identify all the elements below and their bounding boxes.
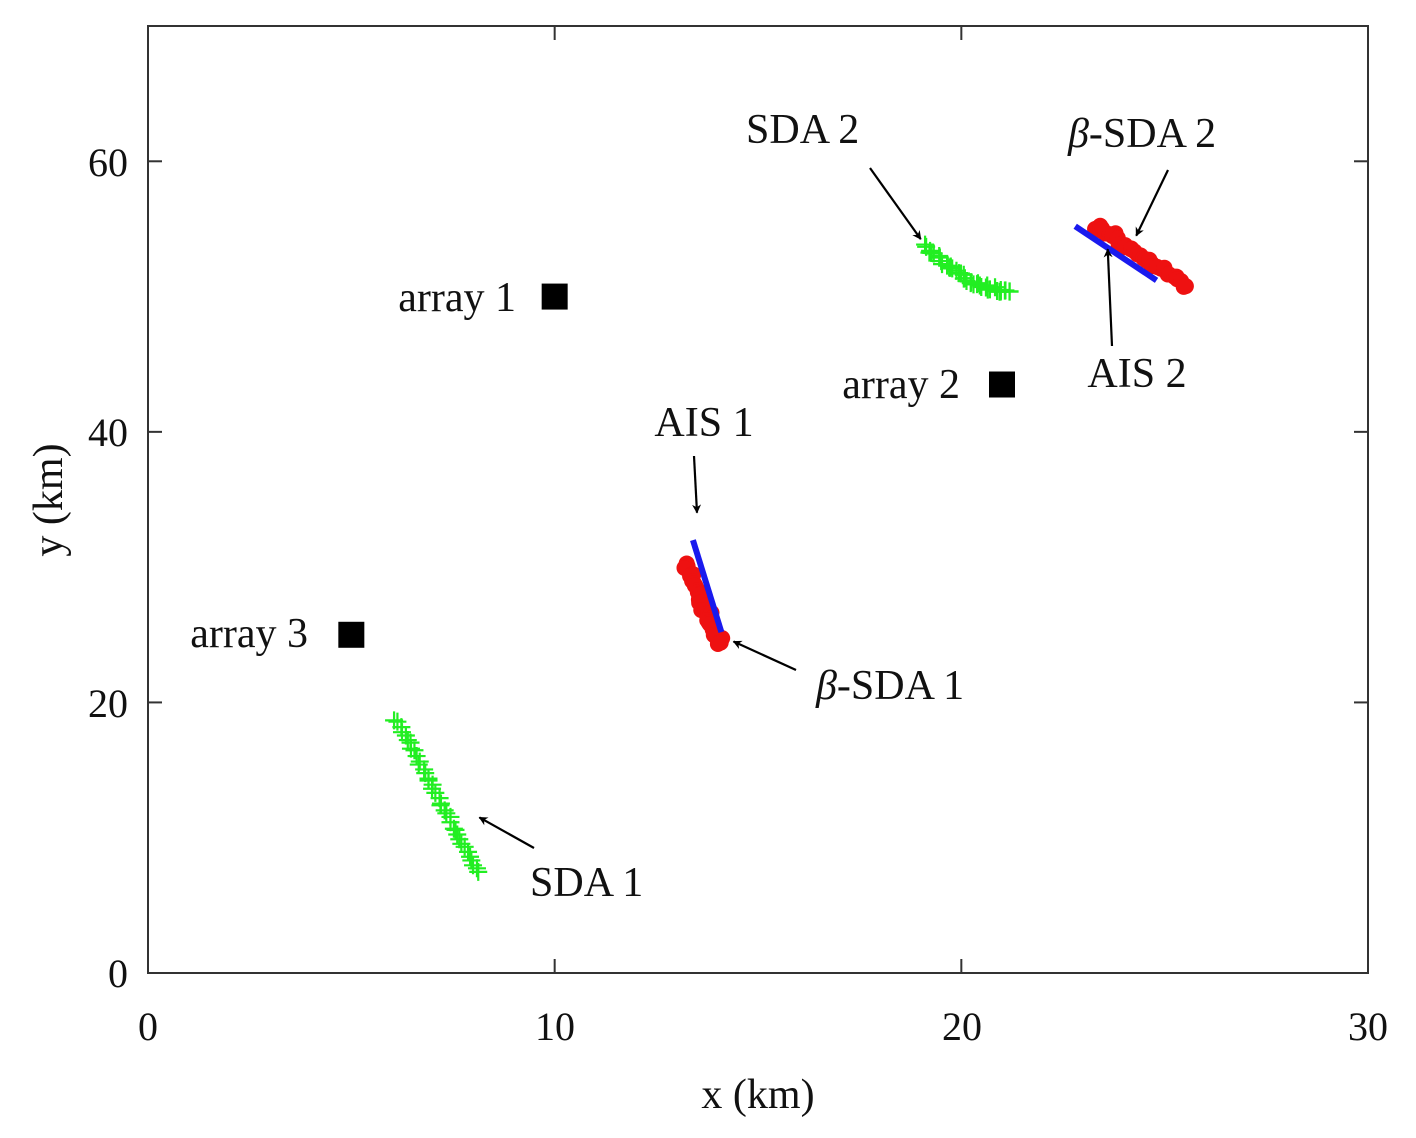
annotation-arrows xyxy=(478,167,1169,849)
label-sda-2: SDA 2 xyxy=(746,107,859,153)
axis-ticks xyxy=(147,26,1369,974)
sda-track-1 xyxy=(385,711,488,881)
label-array-3: array 3 xyxy=(190,611,308,657)
x-tick-label-10: 10 xyxy=(535,1004,575,1049)
label-beta-sda-2: β-SDA 2 xyxy=(1067,111,1216,157)
sda-2-point xyxy=(1000,282,1019,301)
array-3-marker xyxy=(338,621,365,648)
label-ais-1: AIS 1 xyxy=(654,400,753,446)
label-array-2: array 2 xyxy=(842,362,960,408)
sda-1-point xyxy=(448,825,467,844)
data-marks xyxy=(338,217,1194,881)
y-tick-label-20: 20 xyxy=(88,681,128,726)
arrow-sda-2 xyxy=(869,167,922,240)
sda-1-point xyxy=(423,779,442,798)
sda-2-point xyxy=(947,261,966,280)
beta-sda-1-point xyxy=(709,635,726,652)
y-tick-label-0: 0 xyxy=(108,951,128,996)
array-2-marker xyxy=(989,371,1015,398)
sda-1-point xyxy=(398,731,417,750)
beta-sda-2-point xyxy=(1175,278,1192,295)
sda-2-point xyxy=(968,274,987,293)
arrow-beta-sda-2 xyxy=(1135,169,1169,237)
y-tick-label-60: 60 xyxy=(88,140,128,185)
label-ais-2: AIS 2 xyxy=(1087,351,1186,397)
arrow-beta-sda-1 xyxy=(732,640,797,672)
x-tick-label-20: 20 xyxy=(942,1004,982,1049)
ais-track-1 xyxy=(690,539,725,633)
beta-symbol-2: β xyxy=(1067,111,1089,157)
beta-sda-2-text: -SDA 2 xyxy=(1089,111,1216,157)
sda-1-point xyxy=(396,726,415,745)
x-tick-label-0: 0 xyxy=(138,1004,158,1049)
beta-sda-1-text: -SDA 1 xyxy=(837,663,964,709)
x-tick-label-30: 30 xyxy=(1348,1004,1388,1049)
arrow-sda-1 xyxy=(478,816,535,849)
y-tick-label-40: 40 xyxy=(88,410,128,455)
sda-1-point xyxy=(437,804,456,823)
label-beta-sda-1: β-SDA 1 xyxy=(815,663,964,709)
sda-1-point xyxy=(459,842,478,861)
arrow-ais-2 xyxy=(1103,248,1114,347)
ais-track-2 xyxy=(1073,223,1159,283)
sda-1-point xyxy=(467,859,486,878)
label-array-1: array 1 xyxy=(398,275,516,321)
y-axis-title: y (km) xyxy=(26,443,72,556)
arrow-ais-1 xyxy=(692,455,702,514)
array-1-marker xyxy=(541,283,568,310)
sda-1-point xyxy=(446,820,465,839)
beta-sda-track-2 xyxy=(1087,217,1194,295)
sda-1-point xyxy=(469,862,488,881)
sda-1-point xyxy=(461,847,480,866)
plot-area xyxy=(147,25,1369,974)
x-axis-title: x (km) xyxy=(701,1072,814,1118)
sda-track-2 xyxy=(916,235,1019,301)
label-sda-1: SDA 1 xyxy=(530,860,643,906)
beta-symbol-1: β xyxy=(815,663,837,709)
sda-1-point xyxy=(419,771,438,790)
